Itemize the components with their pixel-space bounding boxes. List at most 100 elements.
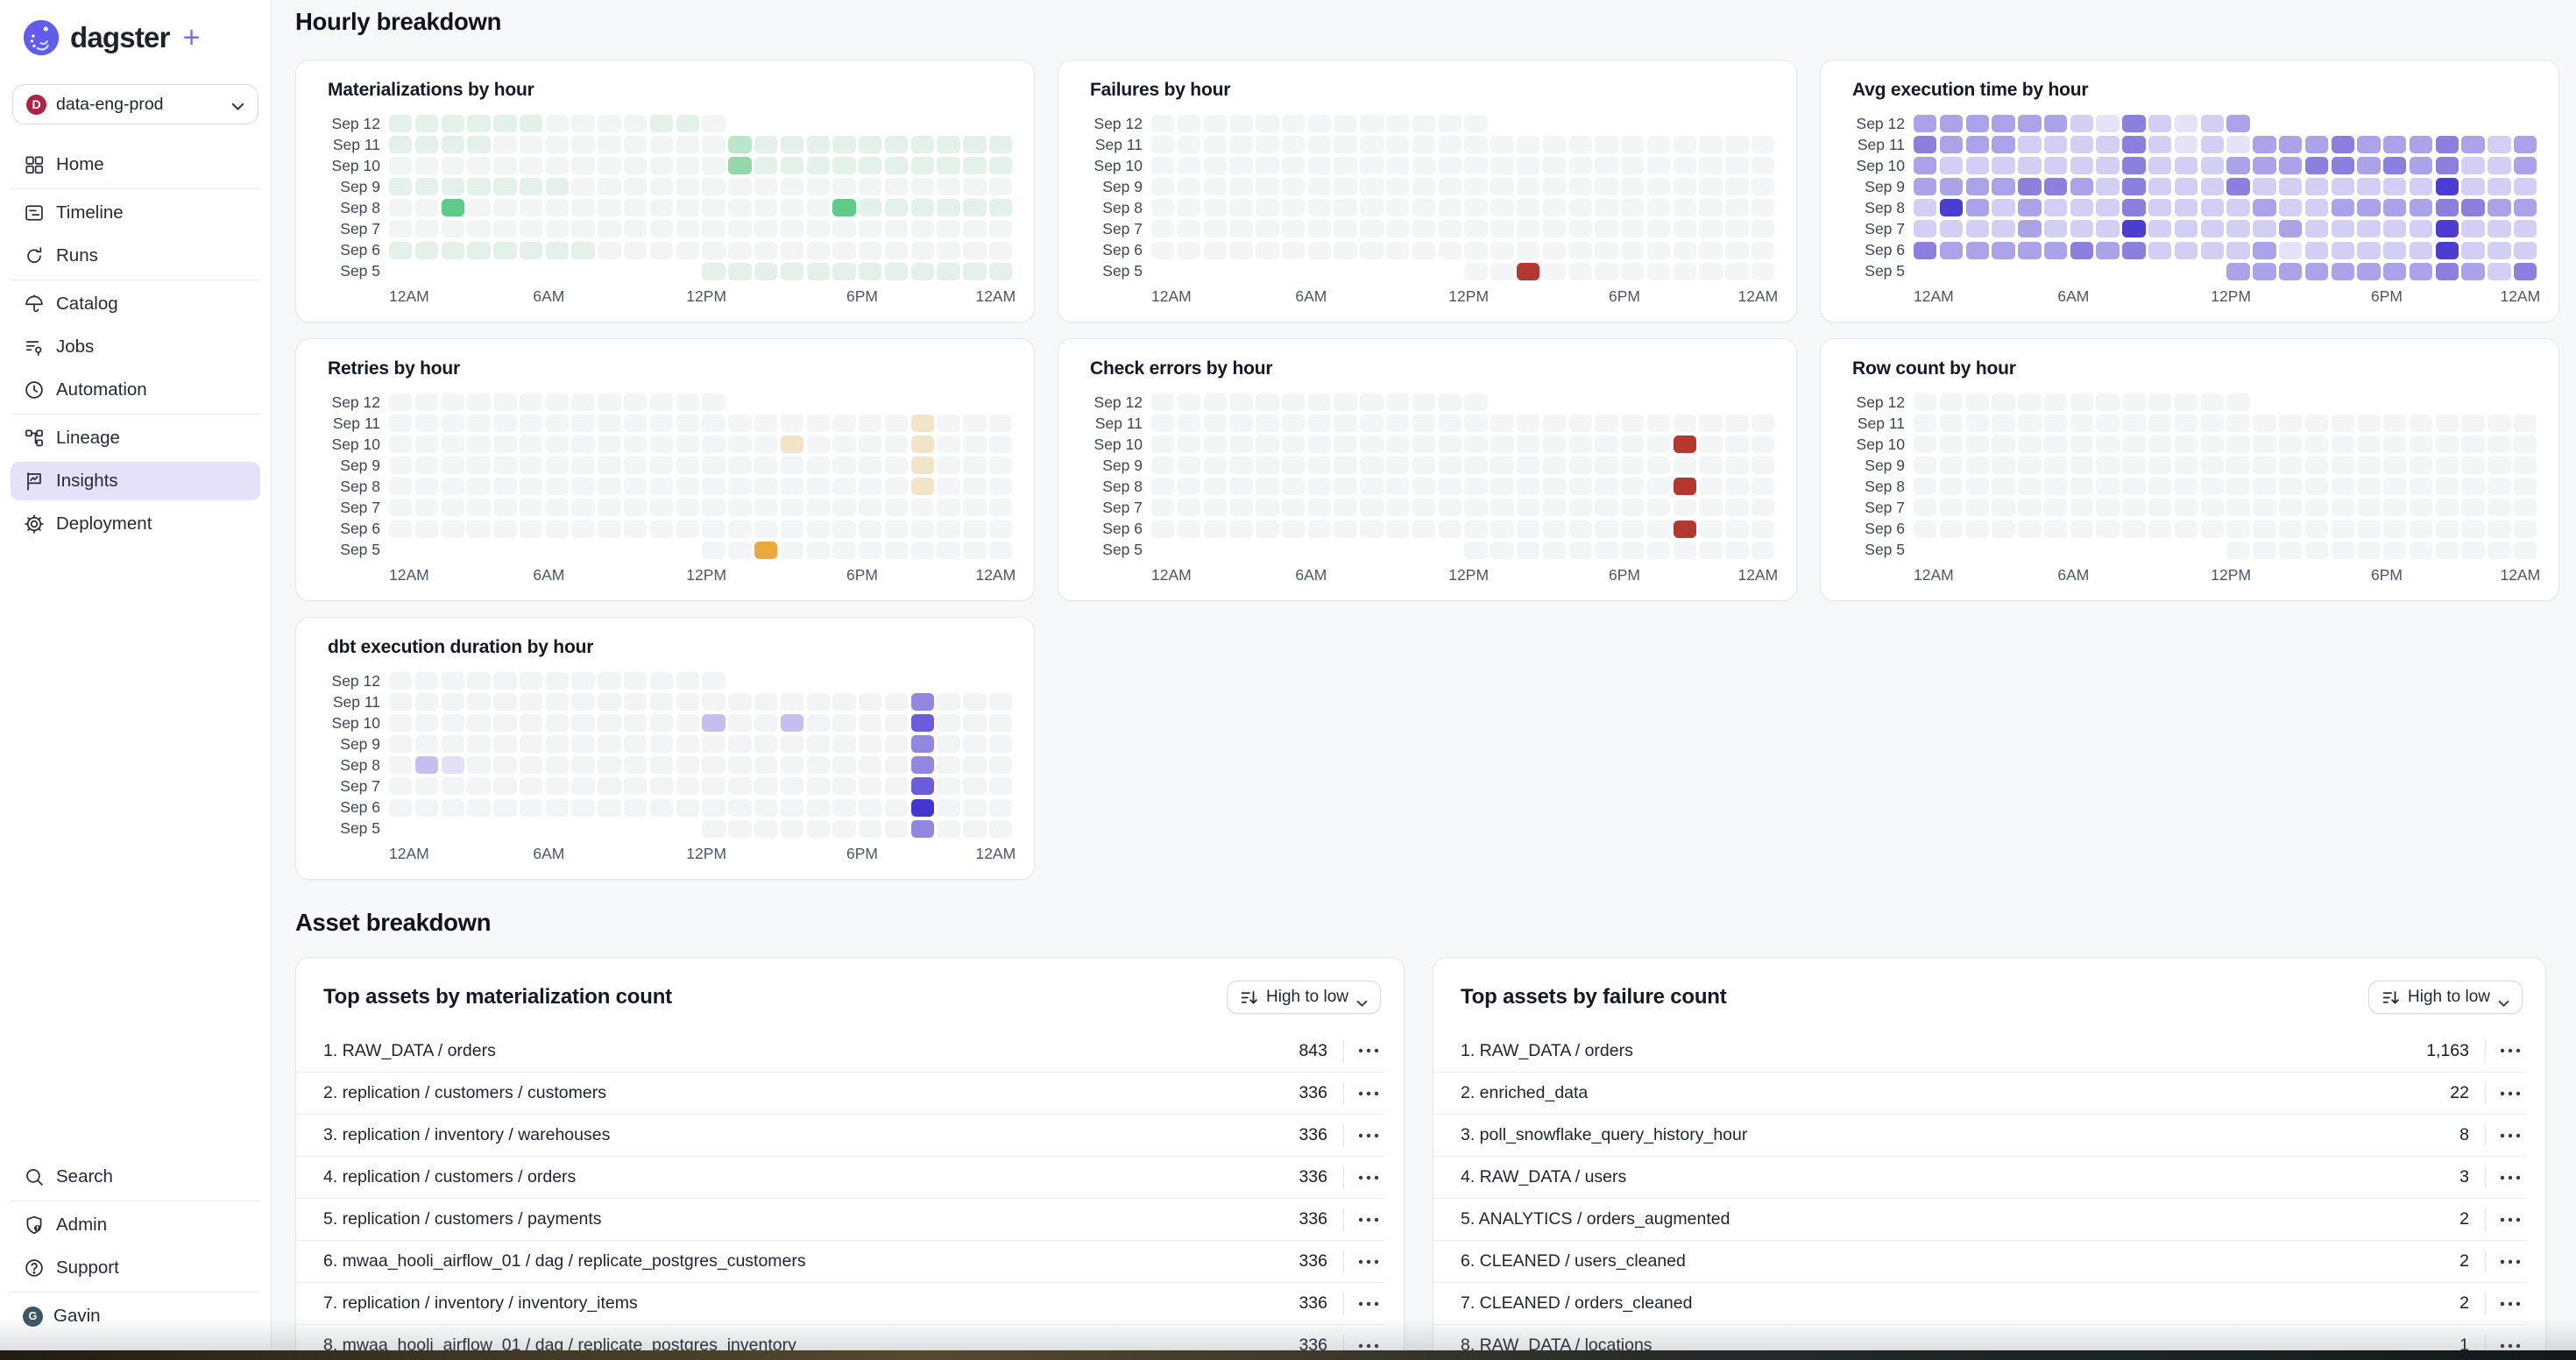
heatmap-cell[interactable] <box>598 115 621 132</box>
heatmap-cell[interactable] <box>2148 457 2172 475</box>
heatmap-cell[interactable] <box>2513 436 2537 454</box>
heatmap-cell[interactable] <box>2018 199 2042 217</box>
heatmap-cell[interactable] <box>1621 520 1645 538</box>
heatmap-cell[interactable] <box>649 520 674 538</box>
heatmap-cell[interactable] <box>1203 499 1227 517</box>
heatmap-cell[interactable] <box>598 798 621 817</box>
heatmap-cell[interactable] <box>1568 520 1592 538</box>
heatmap-cell[interactable] <box>1673 414 1697 433</box>
heatmap-cell[interactable] <box>1151 241 1175 259</box>
heatmap-cell[interactable] <box>441 241 464 259</box>
heatmap-cell[interactable] <box>493 499 517 517</box>
heatmap-cell[interactable] <box>1229 499 1253 517</box>
heatmap-cell[interactable] <box>884 520 909 538</box>
heatmap-cell[interactable] <box>1751 262 1775 280</box>
heatmap-cell[interactable] <box>2304 199 2329 217</box>
heatmap-cell[interactable] <box>1490 241 1514 259</box>
heatmap-cell[interactable] <box>1621 262 1645 280</box>
heatmap-cell[interactable] <box>1914 241 1937 259</box>
heatmap-cell[interactable] <box>859 541 882 559</box>
heatmap-cell[interactable] <box>493 157 517 175</box>
heatmap-cell[interactable] <box>1725 157 1749 175</box>
heatmap-cell[interactable] <box>702 693 725 712</box>
heatmap-cell[interactable] <box>624 115 648 132</box>
heatmap-cell[interactable] <box>2253 157 2276 175</box>
heatmap-cell[interactable] <box>598 393 621 411</box>
heatmap-cell[interactable] <box>2174 520 2198 538</box>
heatmap-cell[interactable] <box>1490 520 1514 538</box>
heatmap-cell[interactable] <box>2018 157 2042 175</box>
heatmap-cell[interactable] <box>1595 414 1618 433</box>
heatmap-cell[interactable] <box>1203 220 1227 238</box>
heatmap-cell[interactable] <box>2513 457 2537 475</box>
heatmap-cell[interactable] <box>2513 199 2537 217</box>
heatmap-cell[interactable] <box>780 714 804 733</box>
heatmap-cell[interactable] <box>963 499 987 517</box>
heatmap-cell[interactable] <box>2461 414 2485 433</box>
heatmap-cell[interactable] <box>1229 436 1253 454</box>
heatmap-cell[interactable] <box>1939 241 1964 259</box>
heatmap-cell[interactable] <box>1307 115 1332 132</box>
heatmap-cell[interactable] <box>1464 115 1488 132</box>
heatmap-cell[interactable] <box>2513 178 2537 196</box>
heatmap-cell[interactable] <box>1914 178 1937 196</box>
heatmap-cell[interactable] <box>1256 520 1279 538</box>
heatmap-cell[interactable] <box>1595 199 1618 217</box>
heatmap-cell[interactable] <box>1386 457 1410 475</box>
heatmap-cell[interactable] <box>1939 414 1964 433</box>
heatmap-cell[interactable] <box>2122 157 2146 175</box>
heatmap-cell[interactable] <box>2096 136 2120 154</box>
heatmap-cell[interactable] <box>702 714 725 733</box>
heatmap-cell[interactable] <box>2435 436 2459 454</box>
heatmap-cell[interactable] <box>624 499 648 517</box>
heatmap-cell[interactable] <box>2253 520 2276 538</box>
heatmap-cell[interactable] <box>1464 414 1488 433</box>
heatmap-cell[interactable] <box>1992 499 2015 517</box>
heatmap-cell[interactable] <box>1438 157 1461 175</box>
heatmap-cell[interactable] <box>1751 136 1775 154</box>
heatmap-cell[interactable] <box>1281 178 1306 196</box>
heatmap-cell[interactable] <box>1568 178 1592 196</box>
heatmap-cell[interactable] <box>467 241 491 259</box>
heatmap-cell[interactable] <box>389 199 413 217</box>
heatmap-cell[interactable] <box>624 693 648 712</box>
heatmap-cell[interactable] <box>441 693 464 712</box>
sort-dropdown[interactable]: High to low <box>1227 981 1381 1014</box>
heatmap-cell[interactable] <box>728 157 752 175</box>
heatmap-cell[interactable] <box>1646 541 1671 559</box>
heatmap-cell[interactable] <box>2226 262 2250 280</box>
heatmap-cell[interactable] <box>832 714 856 733</box>
heatmap-cell[interactable] <box>676 220 699 238</box>
heatmap-cell[interactable] <box>1386 393 1410 411</box>
heatmap-cell[interactable] <box>571 414 595 433</box>
table-row[interactable]: 6. mwaa_hooli_airflow_01 / dag / replica… <box>296 1240 1384 1282</box>
heatmap-cell[interactable] <box>2096 457 2120 475</box>
heatmap-cell[interactable] <box>988 178 1013 196</box>
sidebar-item-timeline[interactable]: Timeline <box>11 194 260 232</box>
heatmap-cell[interactable] <box>2226 520 2250 538</box>
heatmap-cell[interactable] <box>493 414 517 433</box>
table-row[interactable]: 6. CLEANED / users_cleaned 2 <box>1433 1240 2526 1282</box>
heatmap-cell[interactable] <box>493 693 517 712</box>
heatmap-cell[interactable] <box>963 220 987 238</box>
heatmap-cell[interactable] <box>910 157 935 175</box>
heatmap-cell[interactable] <box>2278 241 2303 259</box>
heatmap-cell[interactable] <box>676 414 699 433</box>
heatmap-cell[interactable] <box>649 478 674 496</box>
heatmap-cell[interactable] <box>1151 157 1175 175</box>
heatmap-cell[interactable] <box>2043 136 2068 154</box>
heatmap-cell[interactable] <box>1386 520 1410 538</box>
heatmap-cell[interactable] <box>937 541 960 559</box>
heatmap-cell[interactable] <box>859 499 882 517</box>
heatmap-cell[interactable] <box>2043 115 2068 132</box>
heatmap-cell[interactable] <box>1490 136 1514 154</box>
heatmap-cell[interactable] <box>1914 393 1937 411</box>
heatmap-cell[interactable] <box>910 262 935 280</box>
heatmap-cell[interactable] <box>1177 241 1201 259</box>
heatmap-cell[interactable] <box>414 457 439 475</box>
heatmap-cell[interactable] <box>2304 457 2329 475</box>
heatmap-cell[interactable] <box>493 714 517 733</box>
heatmap-cell[interactable] <box>1965 136 1989 154</box>
heatmap-cell[interactable] <box>389 136 413 154</box>
heatmap-cell[interactable] <box>2226 178 2250 196</box>
